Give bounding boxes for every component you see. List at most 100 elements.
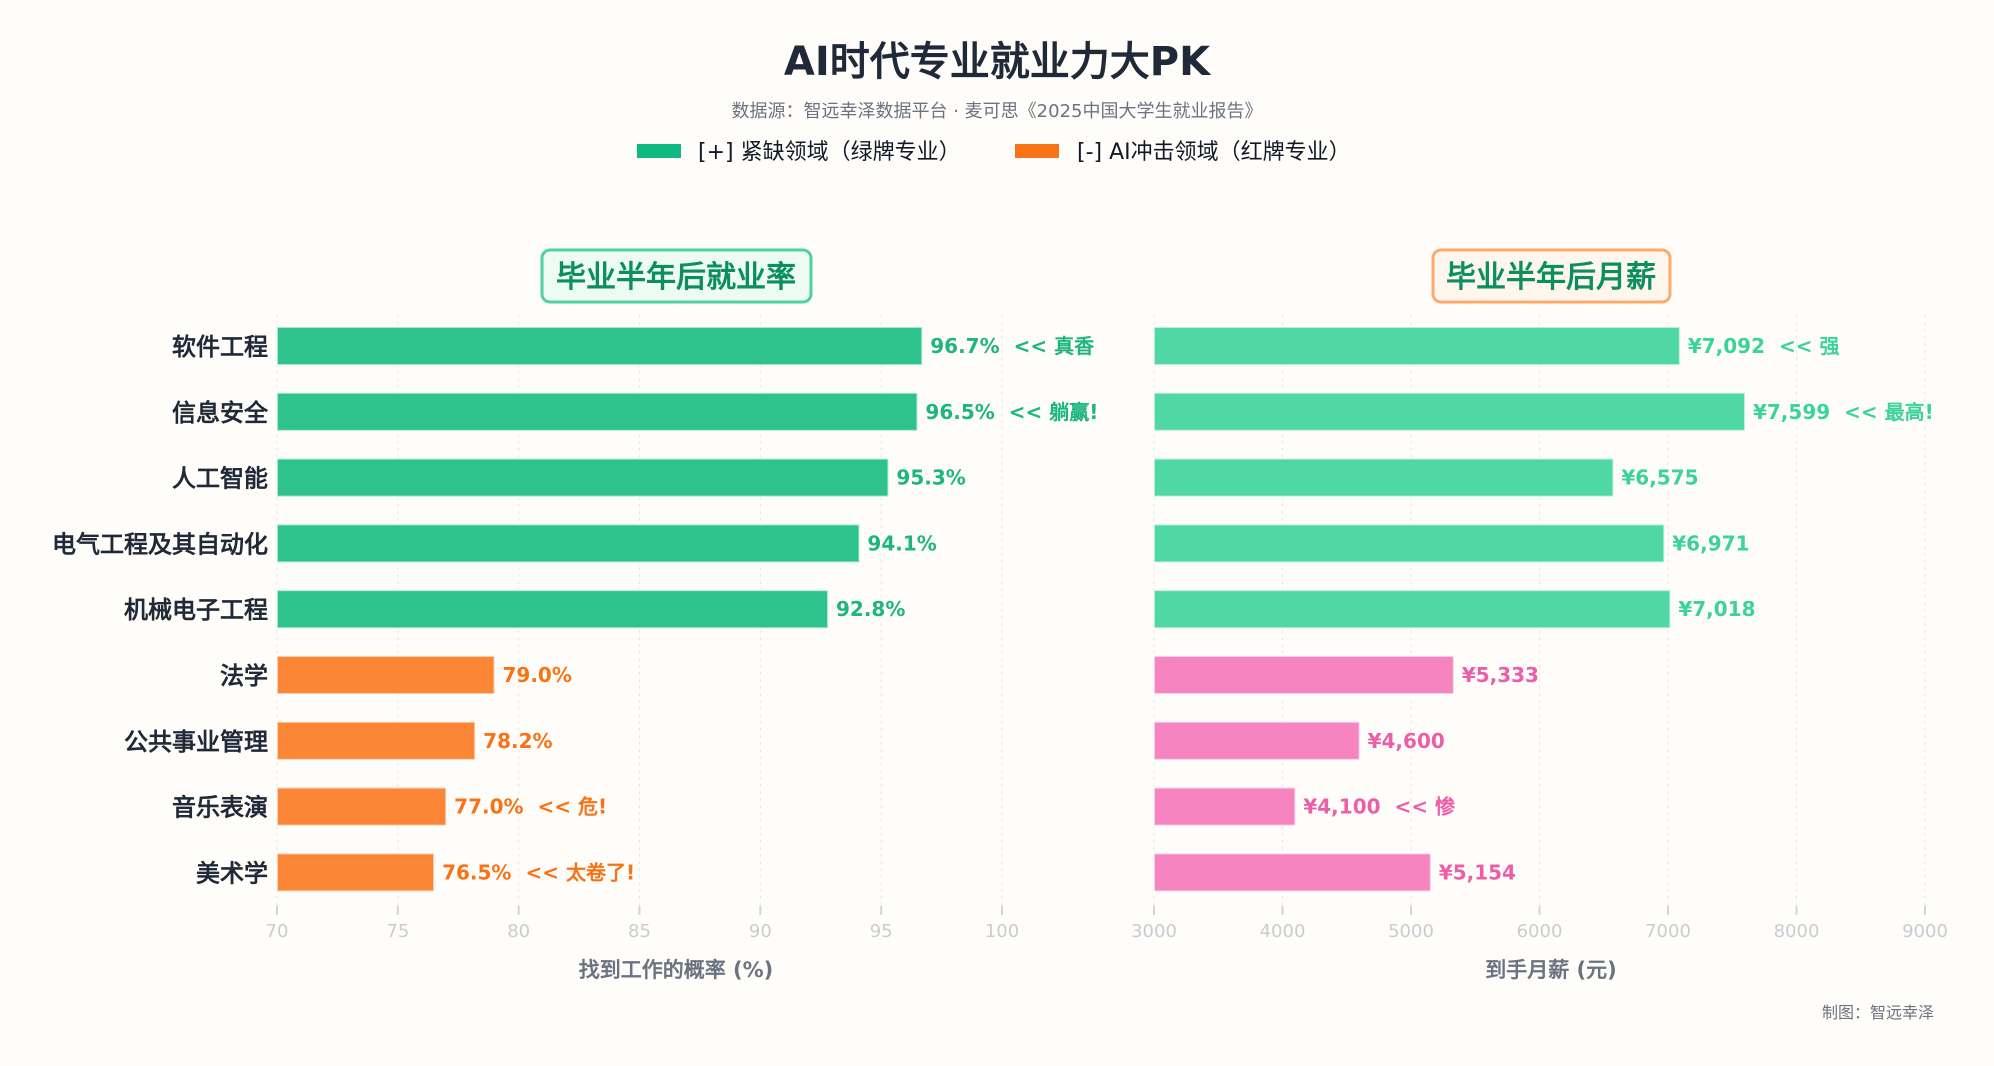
bar bbox=[276, 786, 448, 827]
x-tick-label: 100 bbox=[985, 921, 1019, 942]
x-tick-label: 3000 bbox=[1131, 921, 1177, 942]
legend-swatch-red bbox=[1015, 144, 1059, 158]
value-label: 95.3% bbox=[896, 466, 965, 490]
bar bbox=[1153, 326, 1681, 366]
panel-title-box-employment bbox=[540, 248, 813, 304]
value-label: ¥4,600 bbox=[1368, 729, 1445, 753]
value-label: ¥4,100 << 惨 bbox=[1303, 795, 1456, 819]
category-label: 法学 bbox=[220, 662, 268, 690]
panel-title-salary: 毕业半年后月薪 bbox=[1431, 248, 1672, 304]
value-text: 94.1% bbox=[867, 531, 936, 555]
value-text: 96.5% bbox=[925, 400, 994, 424]
value-label: 79.0% bbox=[503, 663, 572, 687]
value-text: ¥5,154 bbox=[1439, 860, 1516, 884]
value-text: ¥4,600 bbox=[1368, 729, 1445, 753]
value-text: 78.2% bbox=[483, 729, 552, 753]
value-text: 95.3% bbox=[896, 466, 965, 490]
x-tick-label: 9000 bbox=[1902, 921, 1948, 942]
value-label: 78.2% bbox=[483, 729, 552, 753]
bar bbox=[1153, 523, 1666, 564]
category-label: 人工智能 bbox=[172, 465, 268, 493]
value-text: 96.7% bbox=[930, 334, 999, 358]
value-text: ¥4,100 bbox=[1303, 795, 1380, 819]
value-label: 92.8% bbox=[836, 597, 905, 621]
value-text: ¥7,018 bbox=[1678, 597, 1755, 621]
category-label: 美术学 bbox=[196, 859, 268, 887]
bar bbox=[276, 457, 890, 498]
chart-subtitle: 数据源：智远幸泽数据平台 · 麦可思《2025中国大学生就业报告》 bbox=[732, 101, 1263, 122]
footer-credit: 制图：智远幸泽 bbox=[1822, 1003, 1934, 1022]
panel-title-box-salary bbox=[1431, 248, 1672, 304]
bar bbox=[1153, 852, 1432, 893]
panel-title-text-employment: 毕业半年后就业率 bbox=[556, 260, 796, 295]
bar bbox=[276, 391, 919, 432]
bar bbox=[1153, 786, 1297, 827]
value-text: ¥6,971 bbox=[1672, 531, 1749, 555]
category-label: 电气工程及其自动化 bbox=[52, 530, 268, 558]
value-label: ¥6,575 bbox=[1621, 466, 1698, 490]
annotation-text: << 惨 bbox=[1395, 795, 1456, 819]
x-tick-label: 90 bbox=[749, 921, 772, 942]
bar bbox=[276, 852, 436, 893]
x-tick-label: 5000 bbox=[1388, 921, 1434, 942]
bar bbox=[276, 523, 861, 564]
annotation-text: << 躺赢! bbox=[1009, 400, 1099, 424]
x-tick-label: 85 bbox=[628, 921, 651, 942]
category-label: 机械电子工程 bbox=[124, 596, 268, 624]
value-text: 92.8% bbox=[836, 597, 905, 621]
value-label: ¥5,154 bbox=[1439, 860, 1516, 884]
x-axis-label-salary: 到手月薪 (元) bbox=[1485, 958, 1617, 982]
legend-label-red: [-] AI冲击领域（红牌专业） bbox=[1077, 140, 1351, 165]
value-text: ¥6,575 bbox=[1621, 466, 1698, 490]
value-label: 76.5% << 太卷了! bbox=[442, 860, 635, 884]
x-tick-label: 75 bbox=[386, 921, 409, 942]
bar bbox=[276, 326, 924, 366]
panel-title-employment: 毕业半年后就业率 bbox=[540, 248, 813, 304]
chart-title: AI时代专业就业力大PK bbox=[784, 39, 1212, 85]
annotation-text: << 最高! bbox=[1844, 400, 1934, 424]
x-tick-label: 95 bbox=[870, 921, 893, 942]
x-tick-label: 80 bbox=[507, 921, 530, 942]
x-tick-label: 7000 bbox=[1645, 921, 1691, 942]
salary-chart: 3000 4000 5000 6000 7000 8000 9000¥7,092 << 强¥7… bbox=[1131, 315, 1948, 942]
value-label: 96.5% << 躺赢! bbox=[925, 400, 1098, 424]
value-text: ¥7,599 bbox=[1753, 400, 1830, 424]
x-tick-label: 8000 bbox=[1774, 921, 1820, 942]
category-label: 音乐表演 bbox=[172, 794, 268, 822]
legend-label-green: [+] 紧缺领域（绿牌专业） bbox=[698, 140, 961, 165]
value-label: ¥7,599 << 最高! bbox=[1753, 400, 1934, 424]
annotation-text: << 太卷了! bbox=[525, 860, 635, 884]
bar bbox=[276, 720, 477, 761]
category-label: 软件工程 bbox=[172, 333, 268, 361]
value-label: 96.7% << 真香 bbox=[930, 334, 1095, 358]
value-text: ¥7,092 bbox=[1688, 334, 1765, 358]
value-label: ¥5,333 bbox=[1462, 663, 1539, 687]
x-tick-label: 6000 bbox=[1517, 921, 1563, 942]
bar bbox=[1153, 589, 1672, 630]
x-tick-label: 4000 bbox=[1260, 921, 1306, 942]
annotation-text: << 危! bbox=[538, 795, 608, 819]
bar bbox=[276, 589, 829, 630]
bar bbox=[1153, 391, 1746, 432]
panel-title-text-salary: 毕业半年后月薪 bbox=[1446, 260, 1656, 295]
value-text: ¥5,333 bbox=[1462, 663, 1539, 687]
bar bbox=[1153, 655, 1455, 695]
category-label: 公共事业管理 bbox=[124, 728, 268, 756]
legend: [+] 紧缺领域（绿牌专业） [-] AI冲击领域（红牌专业） bbox=[637, 140, 1351, 165]
annotation-text: << 强 bbox=[1779, 334, 1839, 358]
value-text: 79.0% bbox=[503, 663, 572, 687]
value-label: ¥6,971 bbox=[1672, 531, 1749, 555]
value-label: 77.0% << 危! bbox=[454, 795, 607, 819]
value-label: ¥7,092 << 强 bbox=[1688, 334, 1840, 358]
bar bbox=[276, 655, 496, 695]
legend-swatch-green bbox=[637, 144, 681, 158]
value-label: 94.1% bbox=[867, 531, 936, 555]
value-text: 77.0% bbox=[454, 795, 523, 819]
value-label: ¥7,018 bbox=[1678, 597, 1755, 621]
bar bbox=[1153, 720, 1361, 761]
x-tick-label: 70 bbox=[266, 921, 289, 942]
bar bbox=[1153, 457, 1615, 498]
value-text: 76.5% bbox=[442, 860, 511, 884]
